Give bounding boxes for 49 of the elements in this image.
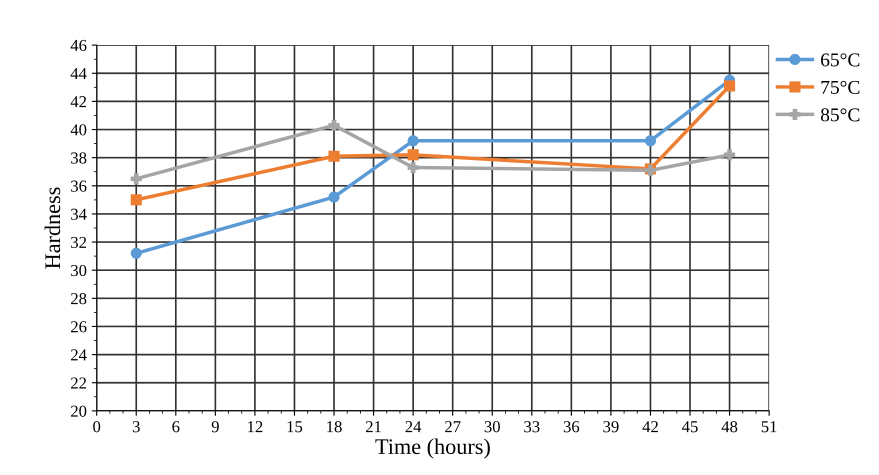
legend-label: 85°C xyxy=(820,108,860,122)
point xyxy=(130,173,142,184)
point xyxy=(724,149,736,160)
y-tick-label: 38 xyxy=(71,152,86,164)
point xyxy=(328,191,340,203)
x-tick-label: 21 xyxy=(366,421,381,432)
y-tick-label: 30 xyxy=(71,264,86,276)
point xyxy=(408,135,419,146)
y-tick-label: 46 xyxy=(70,40,86,52)
x-tick-label: 36 xyxy=(564,421,580,432)
y-tick-label: 20 xyxy=(71,406,86,417)
point xyxy=(130,194,142,206)
point xyxy=(724,80,736,92)
y-tick-label: 24 xyxy=(71,349,87,360)
x-tick-label: 45 xyxy=(682,421,698,432)
x-tick-label: 6 xyxy=(172,421,180,432)
point xyxy=(408,149,419,160)
point xyxy=(328,120,340,131)
x-tick-label: 48 xyxy=(722,421,738,432)
y-tick-label: 44 xyxy=(70,68,87,80)
x-tick-label: 12 xyxy=(248,421,262,432)
x-tick-label: 27 xyxy=(445,421,461,432)
y-axis-title: Hardness xyxy=(44,187,60,269)
point xyxy=(328,150,340,162)
x-tick-label: 3 xyxy=(132,421,140,432)
x-tick-label: 18 xyxy=(327,421,342,432)
x-tick-label: 9 xyxy=(212,421,219,432)
y-tick-label: 36 xyxy=(71,180,86,192)
x-tick-label: 42 xyxy=(642,421,658,432)
x-tick-label: 51 xyxy=(762,421,776,432)
x-axis-title: Time (hours) xyxy=(375,438,490,459)
x-tick-label: 33 xyxy=(524,421,540,432)
y-tick-label: 28 xyxy=(71,293,86,304)
legend-label: 75°C xyxy=(821,80,860,94)
legend-label: 65°C xyxy=(821,53,860,66)
y-tick-label: 40 xyxy=(70,124,86,136)
y-tick-label: 26 xyxy=(71,321,86,332)
y-tick-label: 34 xyxy=(71,208,87,220)
point xyxy=(644,135,656,146)
y-tick-label: 32 xyxy=(71,236,86,248)
y-tick-label: 42 xyxy=(70,96,86,108)
point xyxy=(130,248,142,259)
x-tick-label: 30 xyxy=(484,421,500,432)
y-tick-label: 22 xyxy=(71,377,86,389)
x-tick-label: 0 xyxy=(93,421,100,432)
x-tick-label: 24 xyxy=(406,421,422,432)
x-tick-label: 15 xyxy=(288,421,302,432)
x-tick-label: 39 xyxy=(603,421,619,432)
point xyxy=(408,162,419,174)
